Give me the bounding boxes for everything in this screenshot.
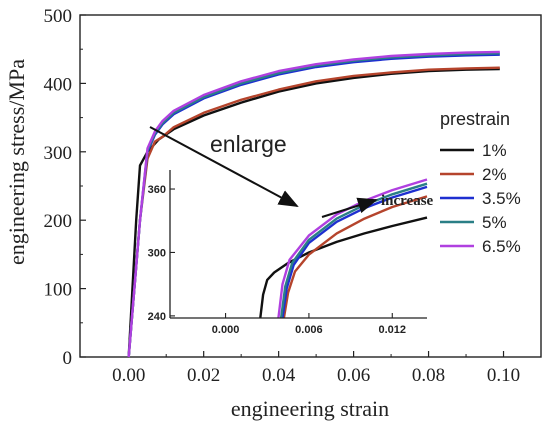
main-plot-area: 0.00 0.02 0.04 0.06 0.08 0.10 0 100 200 300 400 500 xyxy=(44,6,542,386)
legend-label-2%: 2% xyxy=(482,165,507,184)
x-tick-label: 0.08 xyxy=(412,365,445,386)
increase-label: increase xyxy=(381,193,434,209)
inset-y-tick-label: 240 xyxy=(148,311,166,323)
increase-arrow xyxy=(321,197,378,218)
series-line-1% xyxy=(127,67,500,358)
x-tick-label: 0.10 xyxy=(487,365,520,386)
enlarge-label: enlarge xyxy=(210,131,287,157)
legend-title: prestrain xyxy=(440,109,510,129)
inset-series-line-6.5% xyxy=(277,178,428,319)
inset-series-line-3.5% xyxy=(281,185,428,319)
legend-label-5%: 5% xyxy=(482,213,507,232)
inset-x-tick-label: 0.006 xyxy=(295,324,323,336)
x-tick-label: 0.00 xyxy=(112,365,145,386)
inset-series-line-5% xyxy=(279,182,428,319)
legend-label-3.5%: 3.5% xyxy=(482,189,521,208)
y-tick-label: 300 xyxy=(44,143,73,164)
inset-y-tick-label: 360 xyxy=(148,184,166,196)
x-axis-title: engineering strain xyxy=(231,396,389,421)
legend-label-6.5%: 6.5% xyxy=(482,237,521,256)
series-line-2% xyxy=(127,66,500,358)
y-tick-label: 0 xyxy=(63,348,73,369)
x-tick-label: 0.02 xyxy=(187,365,220,386)
inset-x-tick-label: 0.000 xyxy=(212,324,240,336)
y-tick-label: 100 xyxy=(44,280,73,301)
y-axis-title: engineering stress/MPa xyxy=(4,59,29,265)
y-tick-label: 500 xyxy=(44,6,73,27)
annotations: enlarge increase xyxy=(149,126,434,218)
y-tick-label: 200 xyxy=(44,211,73,232)
y-tick-label: 400 xyxy=(44,74,73,95)
legend: prestrain 1% 2% 3.5% 5% 6.5% xyxy=(440,109,521,256)
x-tick-label: 0.06 xyxy=(337,365,370,386)
inset-x-tick-label: 0.012 xyxy=(379,324,407,336)
x-tick-label: 0.04 xyxy=(262,365,296,386)
inset-y-tick-label: 300 xyxy=(148,247,166,259)
legend-label-1%: 1% xyxy=(482,141,507,160)
inset-series-line-2% xyxy=(282,195,428,319)
enlarge-arrow xyxy=(149,126,299,207)
series-line-6.5% xyxy=(127,50,500,358)
